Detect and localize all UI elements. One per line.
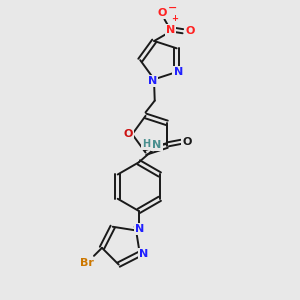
Text: N: N: [152, 140, 162, 150]
Text: N: N: [166, 25, 175, 35]
Text: O: O: [182, 137, 192, 147]
Text: N: N: [135, 224, 144, 234]
Text: O: O: [124, 129, 134, 139]
Text: O: O: [158, 8, 167, 18]
Text: H: H: [142, 139, 150, 149]
Text: N: N: [173, 67, 183, 77]
Text: N: N: [139, 249, 148, 260]
Text: Br: Br: [80, 258, 94, 268]
Text: O: O: [186, 26, 195, 36]
Text: N: N: [148, 76, 157, 86]
Text: −: −: [168, 2, 177, 13]
Text: +: +: [171, 14, 178, 23]
